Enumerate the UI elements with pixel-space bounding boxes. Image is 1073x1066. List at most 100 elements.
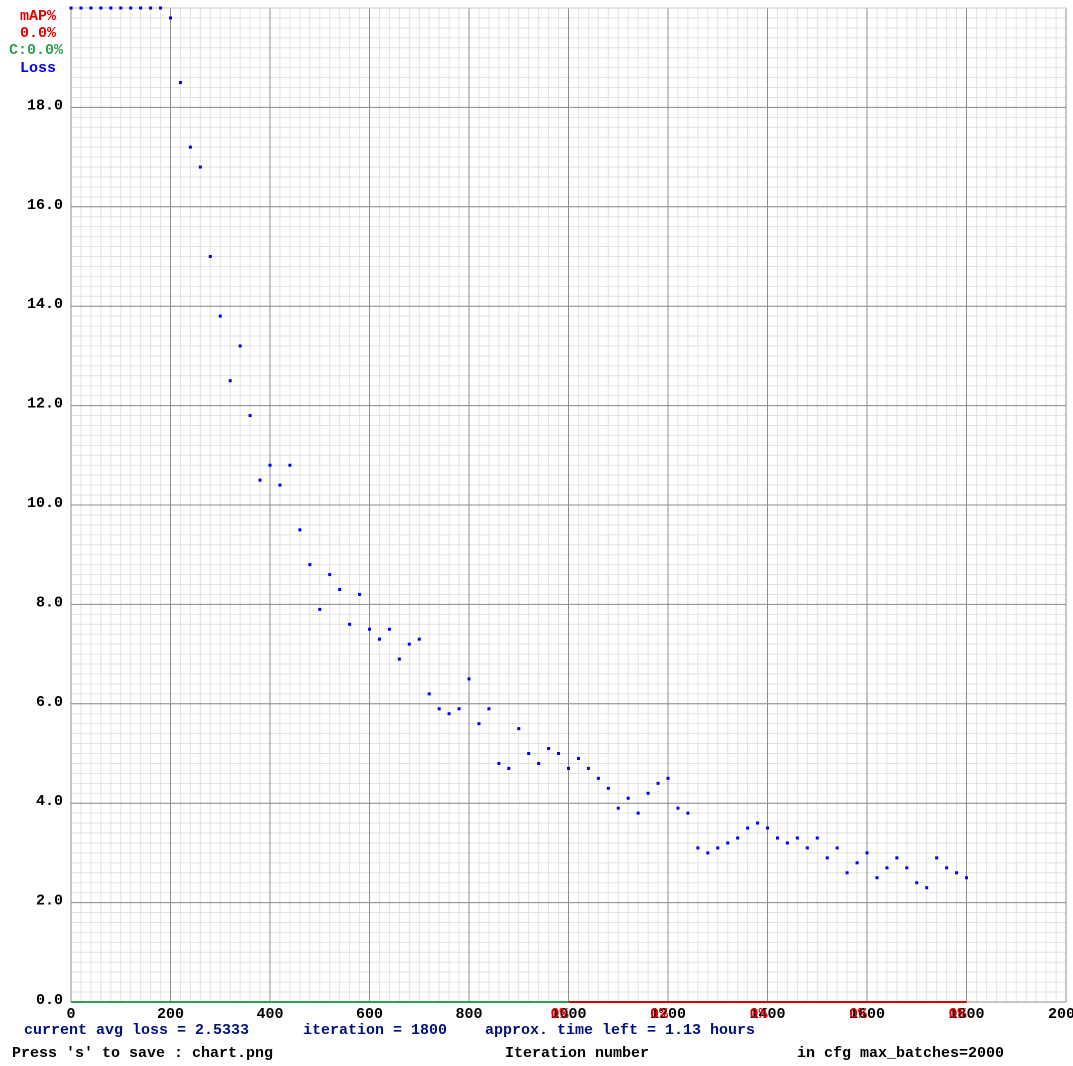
loss-point [208,255,212,258]
loss-point [278,483,282,487]
loss-point [885,866,889,870]
loss-point [119,6,123,10]
loss-point [686,811,690,815]
x-tick-label: 1400 [749,1006,785,1023]
loss-point [79,6,83,10]
loss-point [368,627,371,631]
x-tick-label: 2000 [1048,1006,1073,1023]
loss-point [895,856,899,860]
loss-point [288,463,292,467]
loss-point [865,851,869,855]
max-batches-note: in cfg max_batches=2000 [797,1045,1004,1062]
loss-point [656,781,660,785]
x-tick-label: 0 [66,1006,75,1023]
x-tick-label: 1600 [849,1006,885,1023]
loss-point [268,463,272,467]
y-tick-label: 2.0 [36,893,63,910]
loss-point [109,6,113,10]
loss-point [915,881,919,885]
loss-point [149,6,153,10]
loss-point [955,871,959,875]
loss-point [188,145,192,149]
loss-point [308,563,312,567]
x-tick-label: 400 [256,1006,283,1023]
loss-point [815,836,819,840]
loss-point [159,6,163,10]
loss-point [706,851,710,855]
y-tick-label: 4.0 [36,793,63,810]
loss-point [527,752,531,755]
loss-point [387,627,391,631]
loss-point [766,826,769,830]
y-tick-label: 8.0 [36,594,63,611]
y-tick-label: 16.0 [27,197,63,214]
loss-point [586,766,590,770]
loss-point [338,587,342,591]
loss-point [99,6,103,10]
map-value-label: 0% [650,1006,669,1023]
status-loss: current avg loss = 2.5333 [24,1022,249,1039]
loss-point [238,344,242,348]
loss-point [377,637,381,641]
loss-point [497,761,501,765]
loss-point [557,752,561,755]
map-value-label: 0% [948,1006,967,1023]
loss-point [89,6,93,10]
loss-point [407,642,411,646]
x-tick-label: 600 [356,1006,383,1023]
y-tick-label: 18.0 [27,97,63,114]
map-value-label: 0% [749,1006,768,1023]
y-tick-label: 10.0 [27,495,63,512]
loss-point [716,846,720,850]
loss-point [328,573,332,577]
loss-point [228,379,232,383]
loss-point [636,811,640,815]
loss-point [965,876,968,880]
loss-point [318,607,322,611]
loss-point [467,677,471,681]
map-status: 0.0% [20,25,57,42]
loss-point [169,16,172,20]
loss-point [666,776,670,780]
loss-point [139,6,143,10]
map-value-label: 0% [550,1006,569,1023]
loss-point [746,826,750,830]
loss-point [795,836,799,840]
y-tick-label: 12.0 [27,396,63,413]
x-axis-label: Iteration number [505,1045,649,1062]
x-tick-label: 1200 [650,1006,686,1023]
loss-point [417,637,421,641]
loss-point [427,692,431,696]
loss-point [835,846,839,850]
status-time: approx. time left = 1.13 hours [485,1022,755,1039]
loss-point [537,761,541,765]
loss-point [626,796,630,800]
loss-point [358,592,362,596]
loss-point [298,528,302,532]
loss-legend: Loss [20,60,56,77]
loss-point [935,856,939,860]
loss-point [825,856,829,860]
loss-point [218,314,222,318]
loss-point [248,414,252,418]
loss-point [606,786,610,790]
loss-point [845,871,849,875]
loss-point [945,866,949,870]
loss-point [69,6,73,10]
loss-point [517,727,521,731]
loss-point [875,876,879,880]
y-tick-label: 6.0 [36,694,63,711]
loss-point [726,841,730,845]
marks [69,6,968,1003]
grid [70,7,1067,1003]
x-tick-label: 1000 [550,1006,586,1023]
loss-point [646,791,650,795]
loss-point [616,806,620,810]
loss-point [477,722,481,726]
loss-point [676,806,680,810]
loss-point [567,766,570,770]
loss-point [487,707,491,711]
loss-point [925,886,929,890]
loss-point [129,6,133,10]
